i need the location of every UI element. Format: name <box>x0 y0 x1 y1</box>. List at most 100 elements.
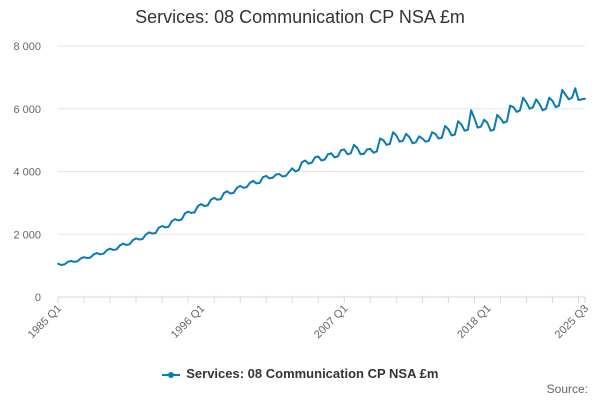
data-point[interactable] <box>333 156 336 159</box>
data-point[interactable] <box>323 158 326 161</box>
data-point[interactable] <box>66 260 69 263</box>
data-point[interactable] <box>414 141 417 144</box>
data-point[interactable] <box>196 205 199 207</box>
data-point[interactable] <box>548 96 551 99</box>
data-point[interactable] <box>401 139 404 142</box>
data-point[interactable] <box>255 182 258 185</box>
data-point[interactable] <box>460 123 463 126</box>
data-point[interactable] <box>392 131 394 134</box>
data-point[interactable] <box>297 169 300 171</box>
data-point[interactable] <box>193 211 196 214</box>
data-point[interactable] <box>310 161 313 164</box>
data-point[interactable] <box>558 104 560 107</box>
data-point[interactable] <box>450 134 453 137</box>
data-point[interactable] <box>584 97 586 100</box>
data-point[interactable] <box>349 152 352 155</box>
data-point[interactable] <box>440 136 443 139</box>
data-point[interactable] <box>564 93 567 96</box>
data-point[interactable] <box>304 159 307 162</box>
data-point[interactable] <box>281 175 284 178</box>
data-point[interactable] <box>83 256 85 259</box>
data-point[interactable] <box>177 219 180 222</box>
data-point[interactable] <box>466 128 469 131</box>
data-point[interactable] <box>216 198 219 201</box>
data-point[interactable] <box>418 135 420 138</box>
data-point[interactable] <box>144 233 147 236</box>
data-point[interactable] <box>180 218 183 221</box>
data-point[interactable] <box>99 253 102 256</box>
data-point[interactable] <box>525 101 528 104</box>
data-point[interactable] <box>369 148 372 150</box>
data-point[interactable] <box>522 96 525 99</box>
data-point[interactable] <box>431 131 433 134</box>
data-point[interactable] <box>359 153 362 156</box>
data-point[interactable] <box>131 239 134 242</box>
data-point[interactable] <box>174 218 177 221</box>
legend[interactable]: Services: 08 Communication CP NSA £m <box>0 366 600 381</box>
data-point[interactable] <box>379 137 381 140</box>
data-point[interactable] <box>476 126 479 129</box>
data-point[interactable] <box>57 262 59 265</box>
data-point[interactable] <box>73 260 76 263</box>
data-point[interactable] <box>388 142 391 145</box>
data-point[interactable] <box>115 248 118 251</box>
data-point[interactable] <box>102 252 105 255</box>
data-point[interactable] <box>226 190 229 193</box>
data-point[interactable] <box>453 133 456 136</box>
data-point[interactable] <box>470 109 473 112</box>
data-point[interactable] <box>346 153 349 156</box>
data-point[interactable] <box>551 100 554 102</box>
data-point[interactable] <box>154 232 157 234</box>
data-point[interactable] <box>122 242 124 245</box>
data-point[interactable] <box>151 232 154 235</box>
data-point[interactable] <box>509 104 512 107</box>
data-point[interactable] <box>314 156 316 159</box>
data-point[interactable] <box>483 118 486 121</box>
data-point[interactable] <box>493 128 495 131</box>
data-point[interactable] <box>294 170 297 173</box>
data-point[interactable] <box>86 257 89 259</box>
data-point[interactable] <box>356 147 359 149</box>
data-point[interactable] <box>141 238 144 240</box>
data-point[interactable] <box>541 109 544 112</box>
data-point[interactable] <box>561 89 564 91</box>
data-point[interactable] <box>473 117 476 120</box>
data-point[interactable] <box>275 173 277 176</box>
data-point[interactable] <box>245 186 248 189</box>
data-point[interactable] <box>512 106 515 109</box>
data-point[interactable] <box>574 87 577 90</box>
data-point[interactable] <box>395 134 398 137</box>
data-point[interactable] <box>262 176 264 179</box>
data-point[interactable] <box>229 192 232 195</box>
data-point[interactable] <box>330 152 333 155</box>
data-point[interactable] <box>271 176 274 179</box>
data-point[interactable] <box>408 136 411 138</box>
data-point[interactable] <box>210 198 212 201</box>
data-point[interactable] <box>232 191 235 194</box>
data-point[interactable] <box>336 155 339 158</box>
data-point[interactable] <box>96 252 98 254</box>
data-point[interactable] <box>89 256 92 259</box>
data-point[interactable] <box>183 212 186 215</box>
data-point[interactable] <box>506 120 508 123</box>
data-point[interactable] <box>567 98 570 101</box>
data-point[interactable] <box>167 225 170 228</box>
data-point[interactable] <box>434 132 437 135</box>
data-point[interactable] <box>268 177 271 180</box>
data-point[interactable] <box>519 109 521 112</box>
data-point[interactable] <box>411 142 414 145</box>
data-point[interactable] <box>366 148 368 151</box>
data-point[interactable] <box>70 260 72 262</box>
data-point[interactable] <box>398 140 401 143</box>
data-point[interactable] <box>76 260 79 263</box>
data-point[interactable] <box>125 244 128 246</box>
data-point[interactable] <box>190 212 193 214</box>
data-point[interactable] <box>444 125 447 127</box>
data-point[interactable] <box>538 103 541 105</box>
data-point[interactable] <box>112 249 115 251</box>
data-point[interactable] <box>535 98 538 101</box>
data-point[interactable] <box>258 181 261 184</box>
data-point[interactable] <box>515 110 518 113</box>
data-point[interactable] <box>109 247 111 250</box>
data-point[interactable] <box>170 220 173 222</box>
